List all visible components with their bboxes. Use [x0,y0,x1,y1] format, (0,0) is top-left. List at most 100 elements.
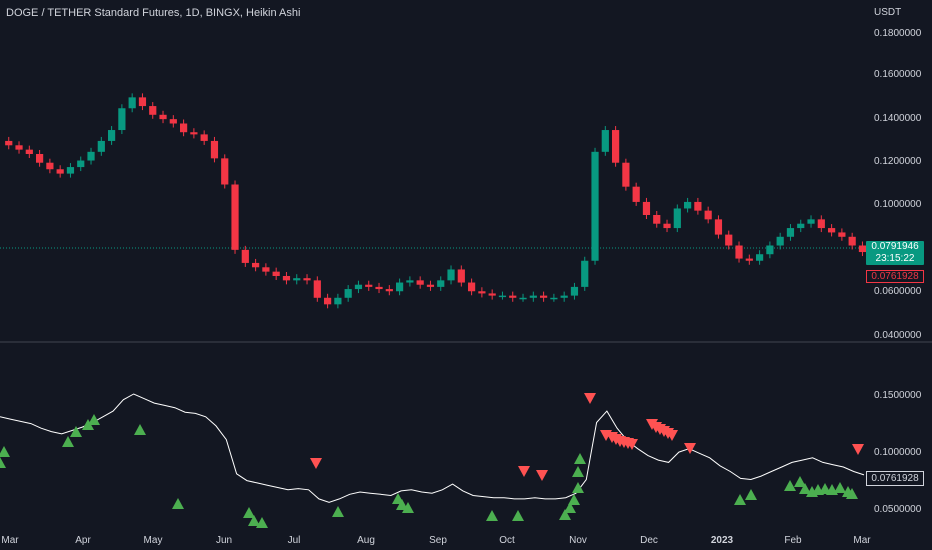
candle [200,134,208,141]
candle [46,162,54,170]
candle [725,234,733,246]
buy-signal-marker [402,502,414,513]
time-axis-label: 2023 [711,535,734,546]
candle [601,130,609,152]
time-axis-label: Oct [499,535,515,546]
sell-signal-marker [536,470,548,481]
candle [694,201,702,211]
candle [704,210,712,220]
candle [210,140,219,159]
current-price-tag: 0.0791946 23:15:22 [866,241,924,265]
candle [684,201,692,209]
buy-signal-marker [172,498,184,509]
buy-signal-marker [0,457,6,468]
chart-title: DOGE / TETHER Standard Futures, 1D, BING… [6,7,301,19]
buy-signal-marker [248,515,260,526]
price-axis-label: 0.1600000 [874,69,922,80]
time-axis-label: Sep [429,535,447,546]
buy-signal-marker [572,466,584,477]
candle [498,295,507,298]
buy-signal-marker [396,499,408,510]
candle [540,295,548,298]
buy-signal-marker [572,482,584,493]
candle [221,158,229,185]
candle [457,269,465,283]
buy-signal-marker [512,510,524,521]
candle [282,276,291,281]
lower-axis-label: 0.0500000 [874,504,922,515]
indicator-price-tag: 0.0761928 [866,270,924,283]
candle [858,245,867,253]
price-axis-label: 0.0600000 [874,286,922,297]
lower-price-axis[interactable]: 0.1500000 0.1000000 0.0500000 [874,390,922,515]
time-axis-label: Jul [288,535,301,546]
candle [5,140,13,146]
buy-signal-marker [0,446,10,457]
buy-signal-marker [82,419,94,430]
candle [653,215,661,224]
candle [231,184,239,250]
indicator-pane [0,393,865,528]
buy-signal-marker [834,482,846,493]
candle [138,97,147,107]
time-axis-label: Dec [640,535,658,546]
candle [180,123,188,133]
time-axis-label: Mar [1,535,19,546]
price-axis-label: 0.1000000 [874,199,922,210]
price-axis-label: 0.1200000 [874,156,922,167]
candle [396,282,404,292]
time-axis-label: May [144,535,163,546]
candle [262,267,270,272]
candle [293,278,301,281]
candle [447,269,455,281]
candle [385,289,393,292]
time-axis-label: Aug [357,535,375,546]
candle [15,145,23,150]
buy-signal-marker [332,506,344,517]
sell-signal-marker [684,443,696,454]
time-axis-label: Apr [75,535,91,546]
candle [581,260,589,287]
candle [118,108,126,131]
sell-signal-marker [518,466,530,477]
buy-signal-marker [486,510,498,521]
candle [848,236,856,246]
candle [190,132,198,135]
time-axis-label: Jun [216,535,232,546]
candle [509,295,517,298]
candle [488,293,496,296]
candle [828,228,836,233]
candle [591,151,599,261]
lower-indicator-price-tag: 0.0761928 [866,471,924,486]
candle [612,130,620,163]
candle [756,254,764,261]
bar-countdown: 23:15:22 [875,253,915,264]
buy-signal-marker [568,494,580,505]
candle [437,280,445,287]
candle [375,286,383,290]
sell-signal-marker [666,430,678,441]
buy-signal-marker [819,483,831,494]
candle [797,223,805,229]
buy-signal-marker [134,424,146,435]
candle [324,297,332,305]
candle [735,245,743,259]
time-axis[interactable]: Mar Apr May Jun Jul Aug Sep Oct Nov Dec … [1,535,871,546]
candle [426,284,435,287]
price-axis[interactable]: 0.1800000 0.1600000 0.1400000 0.1200000 … [874,28,922,341]
candle [786,228,795,237]
price-axis-label: 0.1800000 [874,28,922,39]
candle [807,219,815,224]
buy-signal-marker [564,502,576,513]
candle [529,295,537,298]
candle [97,140,105,152]
candle [663,223,671,229]
candle [838,232,846,237]
candle [272,271,280,276]
currency-label: USDT [874,7,902,18]
candle [365,284,373,287]
candle [108,130,116,141]
buy-signal-marker [794,476,806,487]
